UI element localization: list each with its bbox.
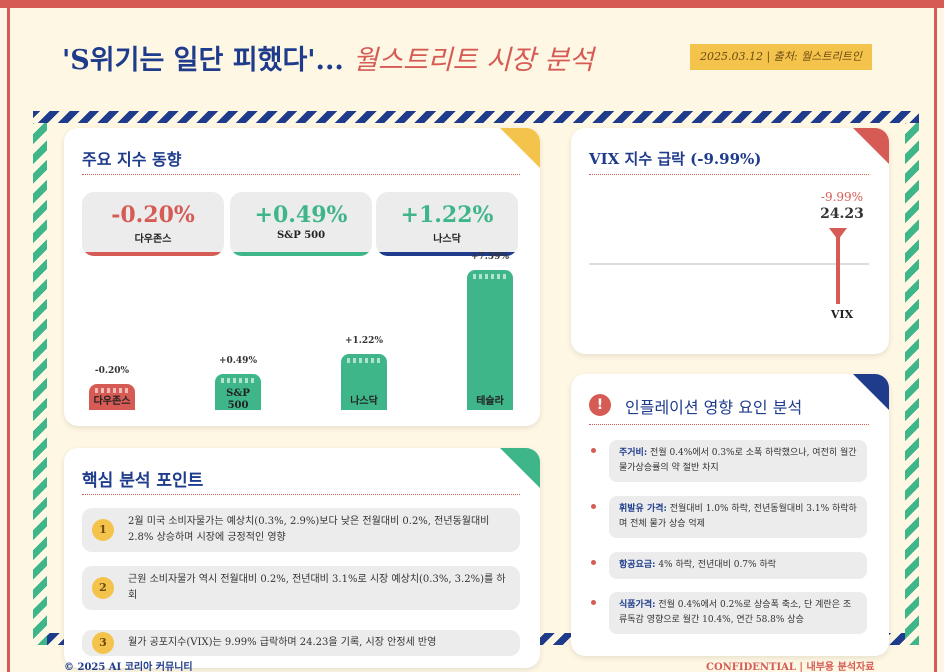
- title-divider: [82, 494, 520, 495]
- index-box-dow: -0.20% 다우존스: [82, 192, 224, 256]
- index-underline: [230, 252, 372, 256]
- factor-label: 식품가격:: [619, 600, 656, 610]
- index-name: 다우존스: [134, 234, 172, 245]
- bullet-icon: [591, 560, 596, 565]
- factor-label: 주거비:: [619, 448, 648, 458]
- key-point-text: 2월 미국 소비자물가는 예상치(0.3%, 2.9%)보다 낮은 전월대비 0…: [128, 516, 490, 543]
- chart-bar: [215, 374, 261, 410]
- key-point-item: 3 월가 공포지수(VIX)는 9.99% 급락하며 24.23을 기록, 시장…: [82, 630, 520, 656]
- bar-value-label: +7.59%: [470, 252, 509, 262]
- corner-accent: [853, 128, 889, 164]
- index-pct: +0.49%: [254, 202, 348, 228]
- vix-baseline: [589, 263, 869, 265]
- bar-stripes: [347, 357, 381, 363]
- page-title: 'S위기는 일단 피했다'... 월스트리트 시장 분석: [62, 38, 594, 77]
- index-underline: [376, 252, 518, 256]
- vix-value: 24.23: [820, 206, 864, 222]
- bullet-icon: [591, 448, 596, 453]
- factor-label: 휘발유 가격:: [619, 504, 667, 514]
- title-divider: [589, 424, 869, 425]
- factor-label: 항공요금:: [619, 560, 656, 570]
- bar-stripes: [473, 274, 507, 279]
- indices-card-title: 주요 지수 동향: [82, 150, 182, 169]
- bar-category-label: S&P 500: [226, 388, 250, 411]
- bar-value-label: -0.20%: [94, 366, 130, 376]
- chart-bar: [467, 270, 513, 410]
- top-accent-bar: [0, 0, 944, 8]
- index-pct: +1.22%: [400, 202, 494, 228]
- footer-copyright: © 2025 AI 코리아 커뮤니티: [64, 662, 193, 672]
- bar-stripes: [221, 378, 255, 384]
- date-source-badge: 2025.03.12 | 출처: 월스트리트인: [690, 44, 872, 70]
- alert-icon: !: [589, 394, 611, 416]
- key-point-number: 3: [92, 632, 114, 654]
- factor-item-food: 식품가격: 전월 0.4%에서 0.2%로 상승폭 축소, 단 계란은 조류독감…: [591, 592, 867, 634]
- factor-item-gasoline: 휘발유 가격: 전월대비 1.0% 하락, 전년동월대비 3.1% 하락하며 전…: [591, 496, 867, 538]
- bar-category-label: 나스닥: [350, 396, 378, 407]
- factor-item-airfare: 항공요금: 4% 하락, 전년대비 0.7% 하락: [591, 552, 867, 579]
- factor-text: 전월 0.4%에서 0.2%로 상승폭 축소, 단 계란은 조류독감 영향으로 …: [619, 600, 852, 625]
- factor-text: 전월 0.4%에서 0.3%로 소폭 하락했으나, 여전히 월간 물가상승률의 …: [619, 448, 857, 473]
- vix-drop-bar: [836, 228, 840, 304]
- key-points-card: 핵심 분석 포인트 1 2월 미국 소비자물가는 예상치(0.3%, 2.9%)…: [64, 448, 540, 668]
- key-points-title: 핵심 분석 포인트: [82, 471, 204, 491]
- index-box-nasdaq: +1.22% 나스닥: [376, 192, 518, 256]
- inflation-factors-card: ! 인플레이션 영향 요인 분석 주거비: 전월 0.4%에서 0.3%로 소폭…: [571, 374, 889, 656]
- index-bar-chart: -0.20% 다우존스 +0.49% S&P 500 +1.22% 나스닥 +7.59% 테슬…: [64, 128, 540, 426]
- factor-text: 전월대비 1.0% 하락, 전년동월대비 3.1% 하락하며 전체 물가 상승 …: [619, 504, 857, 529]
- key-point-number: 1: [92, 519, 114, 541]
- title-accent: 월스트리트 시장 분석: [353, 45, 594, 76]
- bar-value-label: +0.49%: [218, 356, 257, 367]
- bullet-icon: [591, 600, 596, 605]
- title-divider: [589, 174, 869, 175]
- corner-accent: [500, 128, 540, 168]
- footer-confidential: CONFIDENTIAL | 내부용 분석자료: [706, 662, 875, 672]
- vix-drop-arrow: [829, 228, 847, 240]
- key-point-text: 근원 소비자물가 역시 전월대비 0.2%, 전년대비 3.1%로 시장 예상치…: [128, 574, 506, 601]
- key-point-number: 2: [92, 577, 114, 599]
- index-underline: [82, 252, 224, 256]
- indices-card: 주요 지수 동향 -0.20% 다우존스 +0.49% S&P 500 +1.2…: [64, 128, 540, 426]
- index-name: S&P 500: [276, 230, 326, 241]
- vix-change: -9.99%: [820, 190, 864, 204]
- corner-accent: [500, 448, 540, 488]
- corner-accent: [853, 374, 889, 410]
- vix-card-title: VIX 지수 급락 (-9.99%): [589, 150, 762, 168]
- bar-stripes: [95, 388, 129, 393]
- vix-label: VIX: [830, 308, 854, 321]
- key-point-item: 1 2월 미국 소비자물가는 예상치(0.3%, 2.9%)보다 낮은 전월대비…: [82, 508, 520, 552]
- index-box-sp500: +0.49% S&P 500: [230, 192, 372, 256]
- index-name: 나스닥: [433, 234, 461, 245]
- key-point-item: 2 근원 소비자물가 역시 전월대비 0.2%, 전년대비 3.1%로 시장 예…: [82, 566, 520, 610]
- bullet-icon: [591, 504, 596, 509]
- bar-category-label: 다우존스: [93, 396, 131, 407]
- key-point-text: 월가 공포지수(VIX)는 9.99% 급락하며 24.23을 기록, 시장 안…: [128, 637, 437, 648]
- chart-bar: [89, 384, 135, 410]
- index-pct: -0.20%: [111, 202, 195, 228]
- vix-card: VIX 지수 급락 (-9.99%) -9.99% 24.23 VIX: [571, 128, 889, 354]
- bar-category-label: 테슬라: [476, 396, 504, 407]
- factors-card-title: 인플레이션 영향 요인 분석: [625, 398, 803, 417]
- factor-text: 4% 하락, 전년대비 0.7% 하락: [655, 560, 777, 570]
- title-main: 'S위기는 일단 피했다'...: [62, 45, 344, 76]
- title-divider: [82, 174, 520, 175]
- chart-bar: [341, 353, 387, 410]
- bar-value-label: +1.22%: [344, 335, 383, 346]
- factor-item-housing: 주거비: 전월 0.4%에서 0.3%로 소폭 하락했으나, 여전히 월간 물가…: [591, 440, 867, 482]
